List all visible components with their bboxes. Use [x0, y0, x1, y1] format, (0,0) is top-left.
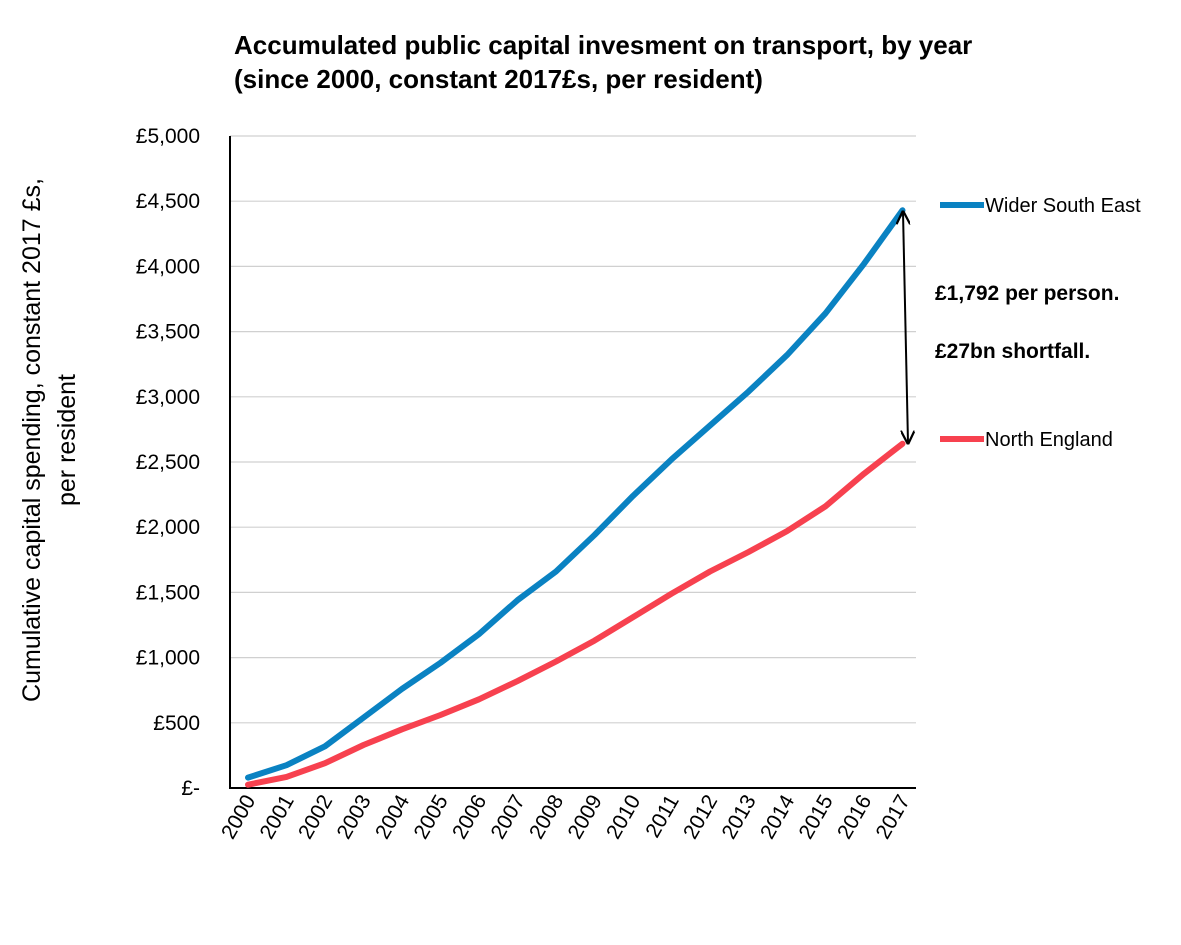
gridlines [230, 135, 916, 724]
x-tick-label: 2009 [564, 791, 607, 843]
x-tick-label: 2001 [256, 791, 299, 843]
y-tick-label: £3,000 [136, 386, 200, 409]
legend-label-north-england: North England [985, 429, 1113, 451]
chart-title-line-2: (since 2000, constant 2017£s, per reside… [234, 64, 763, 94]
x-tick-label: 2013 [718, 791, 761, 843]
x-tick-label: 2002 [294, 791, 337, 843]
series-line-north-england [245, 440, 906, 788]
y-tick-label: £- [181, 777, 200, 800]
x-tick-label: 2011 [641, 791, 684, 842]
y-tick-label: £5,000 [136, 125, 200, 148]
y-tick-labels: £- £500 £1,000 £1,500 £2,000 £2,500 £3,000 £3,5… [136, 125, 200, 800]
x-tick-label: 2014 [756, 791, 799, 843]
x-tick-label: 2015 [795, 791, 838, 843]
x-tick-labels: 2000200120022003200420052006200720082009… [217, 791, 915, 843]
x-tick-label: 2006 [448, 791, 491, 843]
x-tick-label: 2005 [410, 791, 453, 843]
y-tick-label: £1,000 [136, 647, 200, 670]
x-tick-label: 2000 [217, 791, 260, 843]
x-tick-label: 2004 [371, 791, 414, 843]
y-tick-label: £1,500 [136, 581, 200, 604]
y-tick-label: £3,500 [136, 321, 200, 344]
y-tick-label: £4,000 [136, 255, 200, 278]
legend-label-wider-south-east: Wider South East [985, 195, 1141, 217]
annotation-per-person: £1,792 per person. [935, 282, 1119, 305]
y-axis-label-line-1: Cumulative capital spending, constant 20… [18, 178, 46, 702]
y-tick-label: £500 [153, 712, 200, 735]
x-tick-label: 2010 [602, 791, 645, 843]
x-tick-label: 2012 [679, 791, 722, 843]
chart-title-line-1: Accumulated public capital invesment on … [234, 30, 972, 60]
annotation-shortfall: £27bn shortfall. [935, 340, 1090, 363]
legend: Wider South East North England [940, 195, 1141, 451]
series-line-wider-south-east [245, 207, 906, 781]
x-tick-label: 2007 [487, 791, 530, 843]
y-axis-label-line-2: per resident [53, 374, 81, 506]
x-tick-label: 2008 [525, 791, 568, 843]
x-tick-label: 2017 [872, 791, 915, 843]
y-axis-label: Cumulative capital spending, constant 20… [18, 178, 81, 702]
series-lines [245, 207, 906, 788]
y-tick-label: £2,000 [136, 516, 200, 539]
gap-arrow-icon [903, 212, 908, 443]
x-tick-label: 2003 [333, 791, 376, 843]
y-tick-label: £4,500 [136, 190, 200, 213]
x-tick-label: 2016 [833, 791, 876, 843]
chart-title: Accumulated public capital invesment on … [234, 30, 972, 94]
y-tick-label: £2,500 [136, 451, 200, 474]
